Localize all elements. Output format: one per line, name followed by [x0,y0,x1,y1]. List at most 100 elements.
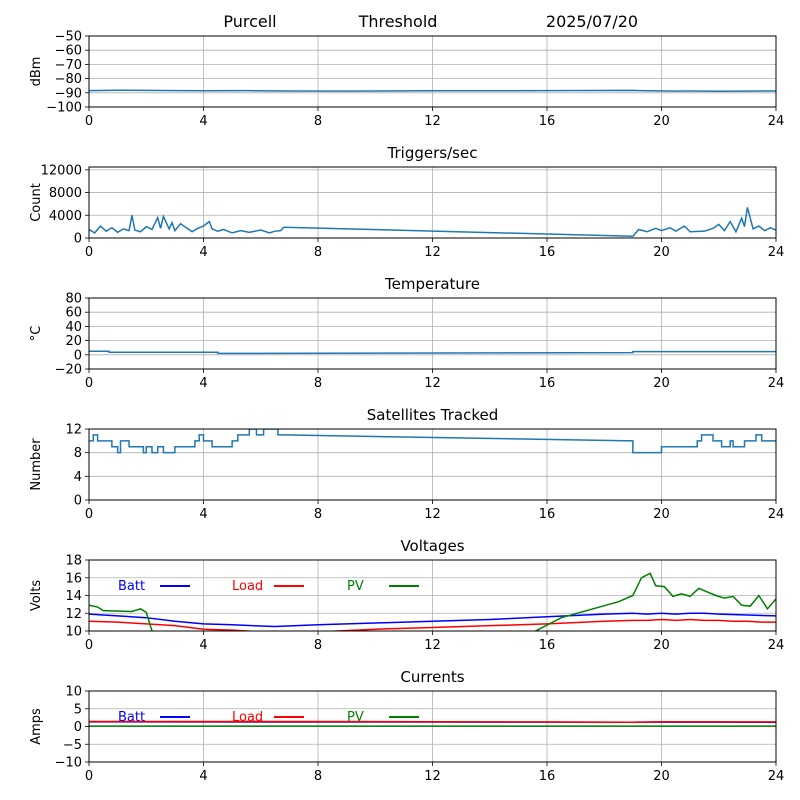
x-tick-label: 0 [85,114,93,129]
legend-label-batt: Batt [118,579,145,594]
y-tick-label: 8000 [49,186,82,201]
x-tick-label: 4 [199,507,207,522]
y-tick-label: 0 [74,348,82,363]
x-tick-label: 24 [768,376,785,391]
chart-title: Temperature [384,275,480,293]
chart-panel-rssi: 0 4 8 12 16 20 24 −100−90−80−70−60−50 dBm [29,30,784,130]
legend-label-pv: PV [347,579,364,594]
y-axis-label: dBm [29,57,44,87]
y-tick-label: −20 [55,363,82,378]
x-tick-label: 16 [539,507,556,522]
x-tick-label: 8 [314,245,322,260]
y-tick-label: 16 [65,571,82,586]
x-tick-label: 8 [314,376,322,391]
y-tick-label: −80 [55,72,82,87]
x-tick-label: 12 [424,638,441,653]
series-line-temperature [89,350,776,355]
x-tick-label: 12 [424,376,441,391]
series-line-satellites [89,429,776,454]
y-tick-label: 10 [65,625,82,640]
x-tick-label: 20 [653,507,670,522]
chart-title: Currents [400,668,464,686]
y-axis-label: Count [29,183,44,222]
chart-panel-triggers: 0 4 8 12 16 20 24 0 4000 8000 12000 Triggers/sec Cou… [29,144,784,260]
x-tick-label: 20 [653,114,670,129]
x-tick-label: 16 [539,376,556,391]
chart-panel-satellites: 0 4 8 12 16 20 24 0 4 8 12 Satellites Tracked Number [29,406,784,522]
x-tick-label: 12 [424,507,441,522]
x-tick-label: 12 [424,245,441,260]
x-tick-label: 20 [653,638,670,653]
chart-title: Voltages [400,537,464,555]
x-tick-label: 4 [199,376,207,391]
y-axis-label: °C [29,326,44,342]
x-tick-label: 24 [768,638,785,653]
x-tick-label: 8 [314,638,322,653]
x-tick-label: 8 [314,507,322,522]
y-tick-label: 10 [65,685,82,700]
y-tick-label: 12 [65,607,82,622]
legend-label-load: Load [232,710,263,725]
series-line-load [89,618,776,631]
x-tick-label: 24 [768,114,785,129]
y-tick-label: −100 [46,101,82,116]
y-tick-label: 12 [65,423,82,438]
x-tick-label: 4 [199,769,207,784]
x-tick-label: 4 [199,638,207,653]
y-tick-label: 4000 [49,209,82,224]
y-tick-label: −5 [63,738,82,753]
series-line-batt [89,612,776,628]
series-line-load [89,720,776,723]
header-station: Purcell [223,12,276,31]
series-line-pv [89,572,776,631]
y-tick-label: 8 [74,446,82,461]
y-tick-label: 40 [65,320,82,335]
x-tick-label: 20 [653,769,670,784]
y-tick-label: −60 [55,44,82,59]
y-axis-label: Volts [29,580,44,612]
x-tick-label: 0 [85,769,93,784]
y-tick-label: −90 [55,86,82,101]
x-tick-label: 16 [539,638,556,653]
y-tick-label: 12000 [41,163,82,178]
y-axis-label: Number [29,438,44,491]
x-tick-label: 12 [424,114,441,129]
x-tick-label: 0 [85,245,93,260]
legend-label-pv: PV [347,710,364,725]
series-line-rssi [89,89,776,92]
y-tick-label: 0 [74,494,82,509]
y-tick-label: −50 [55,30,82,45]
x-tick-label: 8 [314,114,322,129]
x-tick-label: 20 [653,376,670,391]
x-tick-label: 16 [539,114,556,129]
x-tick-label: 24 [768,245,785,260]
y-tick-label: 80 [65,292,82,307]
y-tick-label: −70 [55,58,82,73]
y-tick-label: 4 [74,470,82,485]
legend-label-load: Load [232,579,263,594]
y-axis-label: Amps [29,708,44,745]
chart-panel-voltages: 0 4 8 12 16 20 24 10 12 14 16 18 Voltages Volts Batt Lo… [29,537,784,653]
chart-panel-currents: 0 4 8 12 16 20 24 −10 −5 0 5 10 Currents Amps Batt Load… [29,668,784,784]
chart-title: Satellites Tracked [367,406,498,424]
y-tick-label: 5 [74,702,82,717]
x-tick-label: 4 [199,114,207,129]
x-tick-label: 4 [199,245,207,260]
header-date: 2025/07/20 [546,12,638,31]
x-tick-label: 24 [768,769,785,784]
y-tick-label: 18 [65,554,82,569]
x-tick-label: 20 [653,245,670,260]
x-tick-label: 16 [539,245,556,260]
y-tick-label: −10 [55,756,82,771]
y-tick-label: 0 [74,232,82,247]
chart-title: Triggers/sec [387,144,478,162]
x-tick-label: 12 [424,769,441,784]
x-tick-label: 8 [314,769,322,784]
x-tick-label: 24 [768,507,785,522]
y-tick-label: 0 [74,720,82,735]
x-tick-label: 0 [85,638,93,653]
legend-label-batt: Batt [118,710,145,725]
